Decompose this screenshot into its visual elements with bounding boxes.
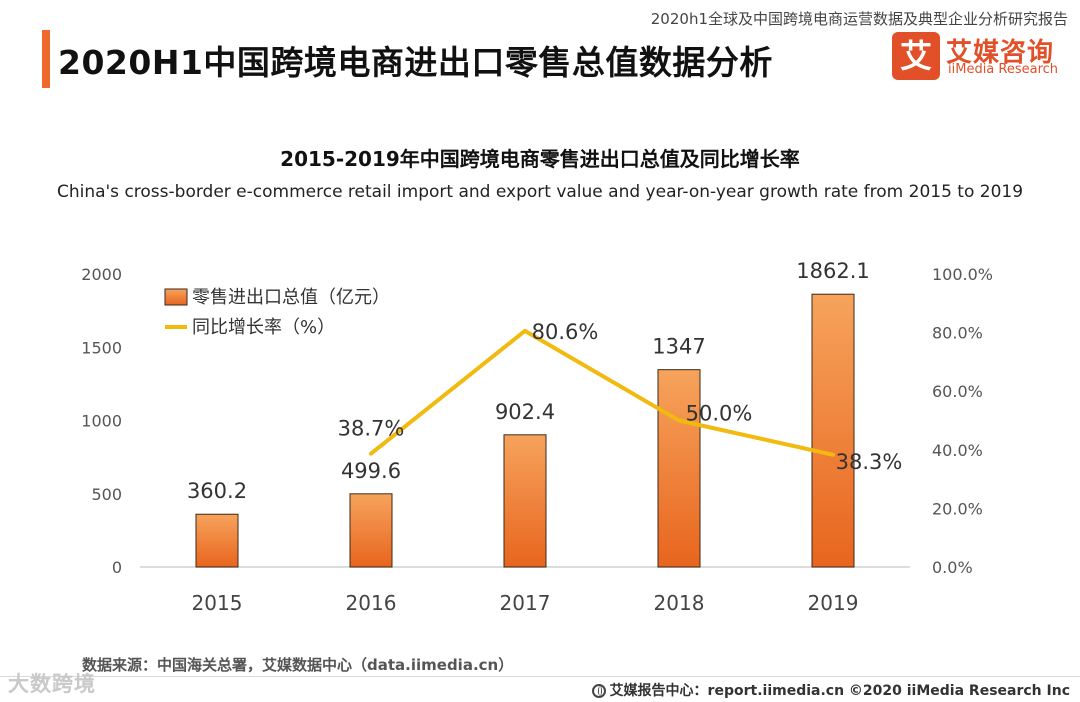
growth-rate-label: 38.7% [338, 417, 405, 441]
growth-rate-point [677, 418, 681, 423]
data-source: 数据来源：中国海关总署，艾媒数据中心（data.iimedia.cn） [82, 656, 514, 674]
report-title: 2020h1全球及中国跨境电商运营数据及典型企业分析研究报告 [650, 10, 1068, 28]
bar-value-label: 499.6 [341, 459, 401, 483]
y-left-tick-label: 2000 [81, 265, 122, 284]
legend-bar-label: 零售进出口总值（亿元） [192, 287, 390, 308]
logo-text-cn: 艾媒咨询 [946, 38, 1055, 68]
growth-rate-label: 80.6% [532, 320, 599, 344]
legend-line-label: 同比增长率（%） [192, 317, 335, 338]
chart-title: 2015-2019年中国跨境电商零售进出口总值及同比增长率 [280, 147, 800, 171]
x-tick-label: 2015 [192, 591, 243, 615]
y-left-tick-label: 500 [91, 485, 122, 504]
y-right-tick-label: 60.0% [932, 382, 983, 401]
y-right-tick-label: 80.0% [932, 324, 983, 343]
y-right-tick-label: 100.0% [932, 265, 993, 284]
logo-mark-icon: 艾 [892, 32, 940, 80]
y-left-tick-label: 1500 [81, 338, 122, 357]
bar [349, 493, 393, 568]
bar [811, 293, 855, 568]
x-tick-label: 2018 [654, 591, 705, 615]
bar-value-label: 1347 [652, 335, 705, 359]
y-left-tick-label: 0 [112, 558, 122, 577]
watermark: 大数跨境 [8, 672, 96, 696]
growth-rate-point [831, 452, 835, 457]
x-tick-label: 2016 [346, 591, 397, 615]
growth-rate-line [369, 328, 834, 457]
page-title: 2020H1中国跨境电商进出口零售总值数据分析 [58, 43, 773, 82]
iimedia-logo: 艾 艾媒咨询 iiMedia Research [892, 32, 1062, 82]
bar-value-label: 360.2 [187, 479, 247, 503]
bar [657, 369, 701, 568]
globe-icon [591, 684, 606, 698]
legend-bar-swatch [164, 288, 188, 306]
growth-rate-label: 38.3% [836, 450, 903, 474]
bar-value-label: 1862.1 [796, 259, 869, 283]
footer-text: 艾媒报告中心：report.iimedia.cn ©2020 iiMedia R… [609, 683, 1070, 699]
growth-rate-point [523, 328, 527, 333]
y-left-tick-label: 1000 [81, 412, 122, 431]
logo-text-en: iiMedia Research [948, 62, 1059, 77]
bar [195, 513, 239, 568]
growth-rate-label: 50.0% [686, 402, 753, 426]
bar-value-label: 902.4 [495, 400, 555, 424]
y-right-tick-label: 40.0% [932, 441, 983, 460]
title-accent-bar [42, 30, 50, 88]
y-right-tick-label: 20.0% [932, 499, 983, 518]
x-tick-label: 2017 [500, 591, 551, 615]
chart-subtitle: China's cross-border e-commerce retail i… [56, 182, 1024, 202]
growth-rate-point [369, 451, 373, 456]
bar [503, 434, 547, 568]
footer: 艾媒报告中心：report.iimedia.cn ©2020 iiMedia R… [591, 680, 1070, 700]
x-tick-label: 2019 [808, 591, 859, 615]
y-right-tick-label: 0.0% [932, 558, 973, 577]
footer-divider [0, 676, 1080, 677]
